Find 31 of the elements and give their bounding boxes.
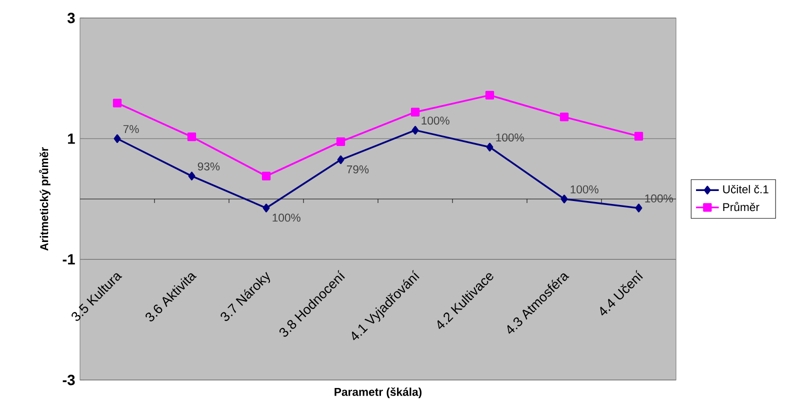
point <box>262 204 270 212</box>
y-tick-label: -1 <box>62 254 75 264</box>
x-axis-title: Parametr (škála) <box>334 387 422 398</box>
point <box>188 172 196 180</box>
legend-label: Průměr <box>723 202 760 212</box>
point <box>114 134 121 143</box>
point <box>635 204 642 212</box>
point <box>560 194 568 204</box>
y-tick-label: 1 <box>68 134 75 144</box>
point <box>410 108 420 116</box>
point <box>560 112 569 122</box>
point <box>262 172 271 180</box>
y-tick-label: -3 <box>62 374 75 386</box>
annotation: 7% <box>123 125 139 134</box>
y-tick-label: 3 <box>67 12 75 24</box>
point <box>112 98 122 108</box>
point <box>634 132 644 141</box>
point <box>412 126 419 135</box>
annotation: 100% <box>272 214 300 222</box>
annotation: 79% <box>346 165 369 174</box>
y-axis-title: Aritmetický průměr <box>38 147 50 251</box>
annotation: 100% <box>570 185 598 194</box>
annotation: 93% <box>198 162 220 170</box>
point <box>336 137 346 146</box>
point <box>187 132 196 142</box>
point <box>485 90 494 100</box>
annotation: 100% <box>422 116 450 125</box>
point <box>486 142 494 152</box>
legend-label: Učitel č.1 <box>723 184 768 194</box>
point <box>337 155 344 164</box>
annotation: 100% <box>496 133 524 142</box>
